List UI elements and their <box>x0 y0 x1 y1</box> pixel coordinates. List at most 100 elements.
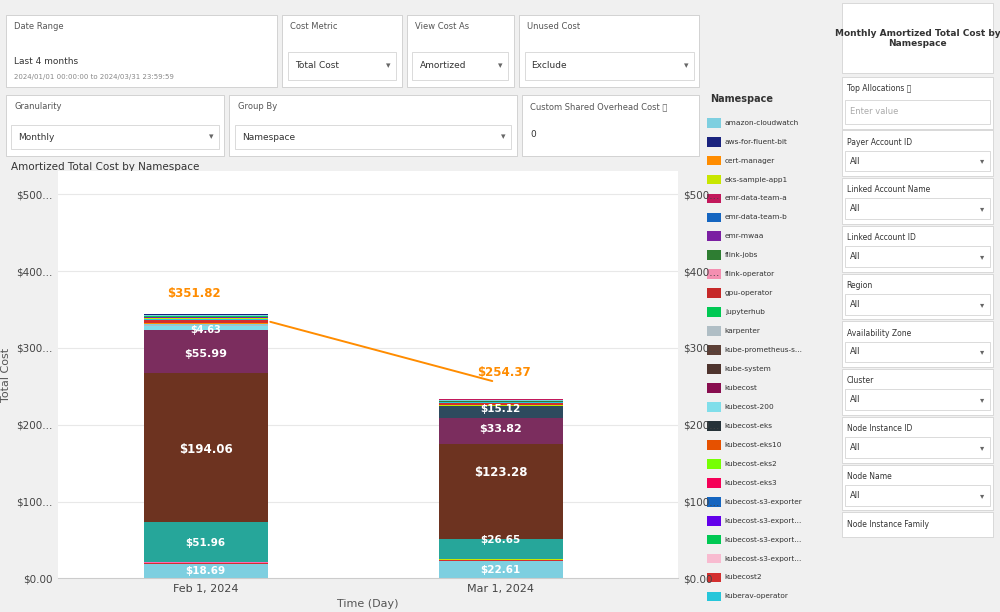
Bar <box>439 539 563 559</box>
FancyBboxPatch shape <box>6 95 224 156</box>
Text: Total Cost: Total Cost <box>295 61 339 70</box>
Text: flink-jobs: flink-jobs <box>725 252 758 258</box>
Bar <box>439 561 563 578</box>
Text: Enter value: Enter value <box>850 108 898 116</box>
Text: ▾: ▾ <box>980 443 984 452</box>
Text: aws-for-fluent-bit: aws-for-fluent-bit <box>725 139 787 144</box>
Text: emr-data-team-b: emr-data-team-b <box>725 214 787 220</box>
Text: ▾: ▾ <box>209 133 213 141</box>
Text: All: All <box>850 252 860 261</box>
Text: All: All <box>850 204 860 213</box>
Text: $4.63: $4.63 <box>190 325 221 335</box>
Text: Namespace: Namespace <box>242 133 295 141</box>
Bar <box>707 402 721 412</box>
Text: $254.37: $254.37 <box>477 366 531 379</box>
Text: emr-mwaa: emr-mwaa <box>725 233 764 239</box>
Text: $194.06: $194.06 <box>179 443 232 456</box>
Text: kubecost-eks2: kubecost-eks2 <box>725 461 777 467</box>
FancyBboxPatch shape <box>845 389 990 410</box>
Text: $33.82: $33.82 <box>479 424 522 434</box>
Text: kube-system: kube-system <box>725 366 771 372</box>
Text: kubecost-eks: kubecost-eks <box>725 423 773 429</box>
Text: kubecost-s3-export...: kubecost-s3-export... <box>725 518 802 524</box>
Text: ▾: ▾ <box>980 395 984 404</box>
Bar <box>439 418 563 444</box>
Bar <box>144 326 268 330</box>
Text: All: All <box>850 395 860 404</box>
FancyBboxPatch shape <box>842 76 993 129</box>
Text: Availability Zone: Availability Zone <box>847 329 911 338</box>
Text: ▾: ▾ <box>980 252 984 261</box>
FancyBboxPatch shape <box>842 321 993 367</box>
Text: emr-data-team-a: emr-data-team-a <box>725 195 787 201</box>
Text: flink-operator: flink-operator <box>725 271 775 277</box>
Text: jupyterhub: jupyterhub <box>725 309 764 315</box>
Text: ▾: ▾ <box>980 348 984 356</box>
Text: Linked Account Name: Linked Account Name <box>847 185 930 195</box>
Text: 2024/01/01 00:00:00 to 2024/03/31 23:59:59: 2024/01/01 00:00:00 to 2024/03/31 23:59:… <box>14 73 174 80</box>
Bar <box>707 573 721 583</box>
Text: kubecost-s3-exporter: kubecost-s3-exporter <box>725 499 802 505</box>
Bar <box>439 403 563 405</box>
Bar <box>144 319 268 320</box>
Text: kubecost-eks10: kubecost-eks10 <box>725 442 782 448</box>
Text: All: All <box>850 300 860 308</box>
Text: karpenter: karpenter <box>725 328 760 334</box>
Bar <box>707 592 721 602</box>
FancyBboxPatch shape <box>845 198 990 219</box>
Bar <box>707 118 721 127</box>
Bar <box>144 320 268 323</box>
Bar <box>707 212 721 222</box>
Text: All: All <box>850 348 860 356</box>
FancyBboxPatch shape <box>11 125 219 149</box>
Bar <box>707 364 721 374</box>
FancyBboxPatch shape <box>842 465 993 510</box>
Bar <box>144 325 268 326</box>
Bar <box>144 330 268 373</box>
Bar <box>144 317 268 318</box>
Text: amazon-cloudwatch: amazon-cloudwatch <box>725 120 799 125</box>
Text: ▾: ▾ <box>386 61 391 70</box>
Text: Monthly: Monthly <box>18 133 55 141</box>
Text: Monthly Amortized Total Cost by
Namespace: Monthly Amortized Total Cost by Namespac… <box>835 29 1000 48</box>
Text: kubecost2: kubecost2 <box>725 575 762 580</box>
Text: All: All <box>850 491 860 499</box>
Bar <box>707 174 721 184</box>
Text: ▾: ▾ <box>980 491 984 499</box>
Text: kube-prometheus-s...: kube-prometheus-s... <box>725 347 803 353</box>
Bar <box>707 193 721 203</box>
Text: ▾: ▾ <box>980 204 984 213</box>
FancyBboxPatch shape <box>519 15 699 87</box>
Bar <box>707 497 721 507</box>
Bar <box>144 564 268 578</box>
Text: Node Name: Node Name <box>847 472 891 481</box>
Text: Node Instance Family: Node Instance Family <box>847 520 929 529</box>
FancyBboxPatch shape <box>282 15 402 87</box>
Text: Node Instance ID: Node Instance ID <box>847 424 912 433</box>
Text: Custom Shared Overhead Cost ⓘ: Custom Shared Overhead Cost ⓘ <box>530 102 668 111</box>
Text: kubecost-s3-export...: kubecost-s3-export... <box>725 556 802 561</box>
Text: Cluster: Cluster <box>847 376 874 386</box>
FancyBboxPatch shape <box>842 178 993 224</box>
FancyBboxPatch shape <box>229 95 517 156</box>
Text: Date Range: Date Range <box>14 22 64 31</box>
Text: $15.12: $15.12 <box>481 404 521 414</box>
Text: eks-sample-app1: eks-sample-app1 <box>725 176 788 182</box>
Bar <box>707 421 721 431</box>
Bar <box>707 326 721 336</box>
Text: $26.65: $26.65 <box>481 535 521 545</box>
Text: Last 4 months: Last 4 months <box>14 57 78 66</box>
FancyBboxPatch shape <box>522 95 699 156</box>
FancyBboxPatch shape <box>407 15 514 87</box>
Text: All: All <box>850 443 860 452</box>
Y-axis label: Total Cost: Total Cost <box>1 348 11 402</box>
FancyBboxPatch shape <box>842 417 993 463</box>
Text: ▾: ▾ <box>980 157 984 165</box>
FancyBboxPatch shape <box>845 485 990 506</box>
Text: kubecost-200: kubecost-200 <box>725 404 774 410</box>
Text: ▾: ▾ <box>501 133 506 141</box>
Text: $123.28: $123.28 <box>474 466 528 479</box>
Bar <box>707 288 721 298</box>
Bar <box>144 315 268 316</box>
FancyBboxPatch shape <box>845 246 990 267</box>
